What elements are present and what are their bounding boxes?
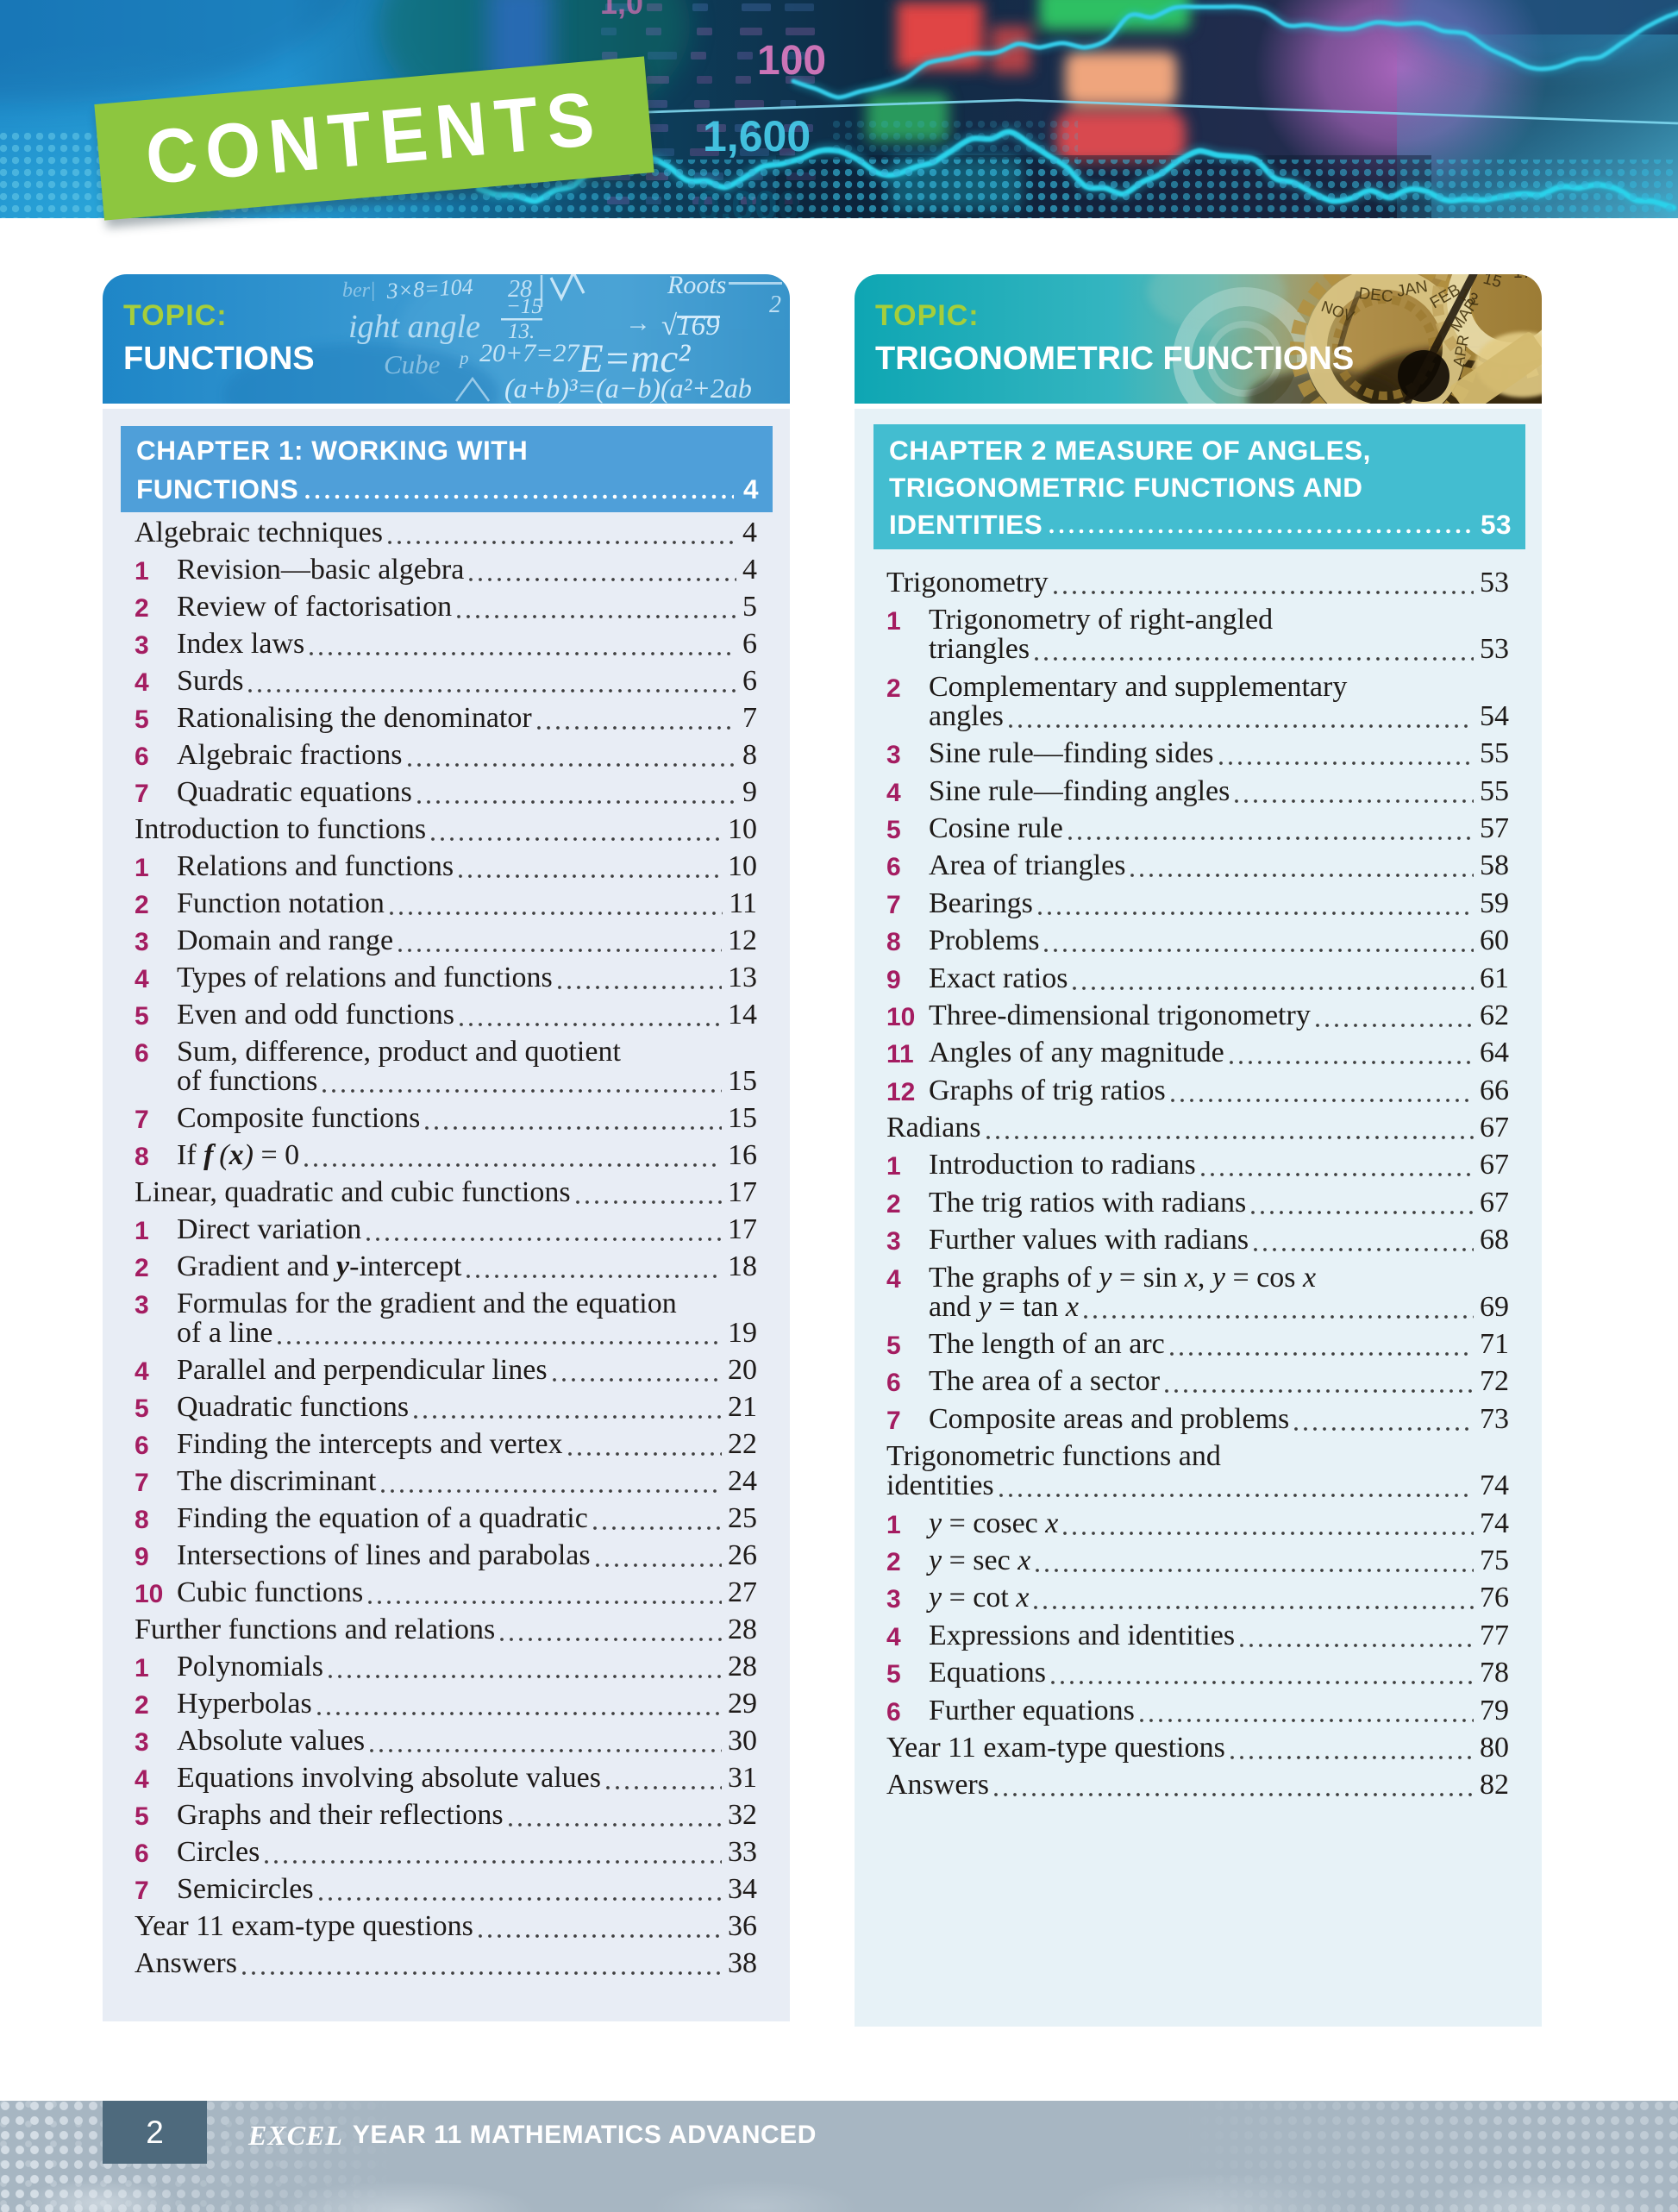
svg-text:→: → xyxy=(625,309,651,337)
svg-text:Cube: Cube xyxy=(384,349,441,379)
svg-text:17: 17 xyxy=(1513,274,1531,282)
svg-text:DEC: DEC xyxy=(1357,285,1393,306)
svg-text:(a+b)³=(a−b)(a²+2ab: (a+b)³=(a−b)(a²+2ab xyxy=(504,373,752,404)
svg-text:3×8=104: 3×8=104 xyxy=(385,274,473,304)
svg-text:p: p xyxy=(458,348,469,368)
svg-text:13.: 13. xyxy=(508,320,535,343)
svg-text:2: 2 xyxy=(769,291,781,318)
svg-text:−15: −15 xyxy=(506,295,542,318)
svg-text:15: 15 xyxy=(1481,274,1504,291)
svg-text:E=mc²: E=mc² xyxy=(578,336,691,381)
svg-text:1,600: 1,600 xyxy=(703,112,811,160)
svg-text:ight angle: ight angle xyxy=(348,309,480,345)
svg-text:20+7=27: 20+7=27 xyxy=(479,339,580,367)
svg-text:ber|: ber| xyxy=(342,279,376,302)
svg-text:100: 100 xyxy=(757,38,826,84)
svg-text:28: 28 xyxy=(508,276,532,303)
svg-text:Roots: Roots xyxy=(667,274,726,299)
svg-text:1,0: 1,0 xyxy=(600,0,643,21)
